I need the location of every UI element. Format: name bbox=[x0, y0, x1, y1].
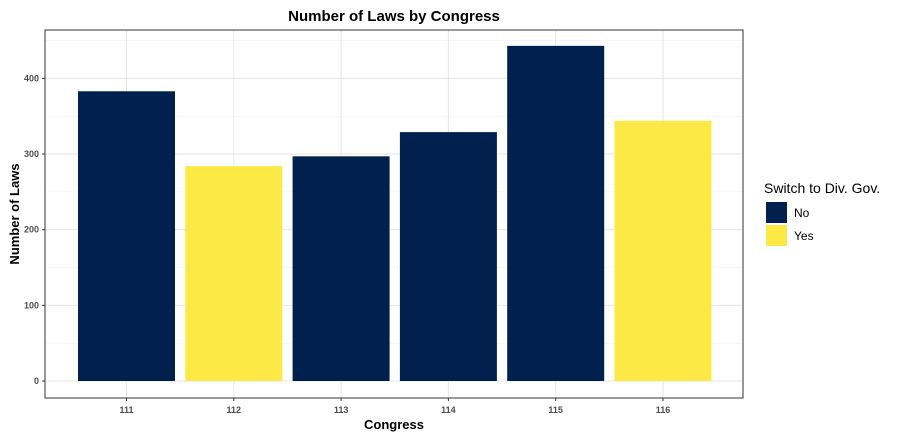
legend: Switch to Div. Gov. No Yes bbox=[764, 180, 880, 246]
bar-112 bbox=[185, 166, 283, 381]
x-tick-label: 115 bbox=[548, 405, 563, 415]
y-tick-label: 0 bbox=[34, 376, 39, 386]
x-axis: 111 112 113 114 115 116 bbox=[119, 398, 670, 415]
legend-label-no: No bbox=[794, 206, 810, 220]
bar-116 bbox=[614, 120, 712, 381]
x-axis-title: Congress bbox=[364, 417, 424, 432]
x-tick-label: 113 bbox=[334, 405, 349, 415]
bar-113 bbox=[292, 156, 390, 381]
plot-border bbox=[44, 29, 744, 399]
y-tick-label: 300 bbox=[24, 149, 39, 159]
bar-111 bbox=[78, 91, 175, 381]
legend-key-yes bbox=[766, 225, 787, 246]
plot-panel bbox=[44, 29, 744, 399]
x-tick-label: 116 bbox=[656, 405, 671, 415]
y-tick-label: 200 bbox=[24, 225, 39, 235]
bar-115 bbox=[507, 45, 605, 382]
bar-114 bbox=[399, 132, 497, 381]
legend-entries: No Yes bbox=[766, 202, 814, 246]
y-tick-label: 400 bbox=[24, 73, 39, 83]
x-tick-label: 112 bbox=[227, 405, 242, 415]
legend-label-yes: Yes bbox=[794, 229, 814, 243]
chart-title: Number of Laws by Congress bbox=[288, 8, 500, 25]
y-axis-title: Number of Laws bbox=[7, 163, 22, 264]
legend-key-no bbox=[766, 202, 787, 223]
y-axis: 0 100 200 300 400 bbox=[24, 73, 45, 386]
bars bbox=[78, 45, 712, 382]
x-tick-label: 114 bbox=[441, 405, 456, 415]
x-tick-label: 111 bbox=[119, 405, 133, 415]
y-tick-label: 100 bbox=[24, 300, 39, 310]
legend-title: Switch to Div. Gov. bbox=[764, 180, 880, 196]
